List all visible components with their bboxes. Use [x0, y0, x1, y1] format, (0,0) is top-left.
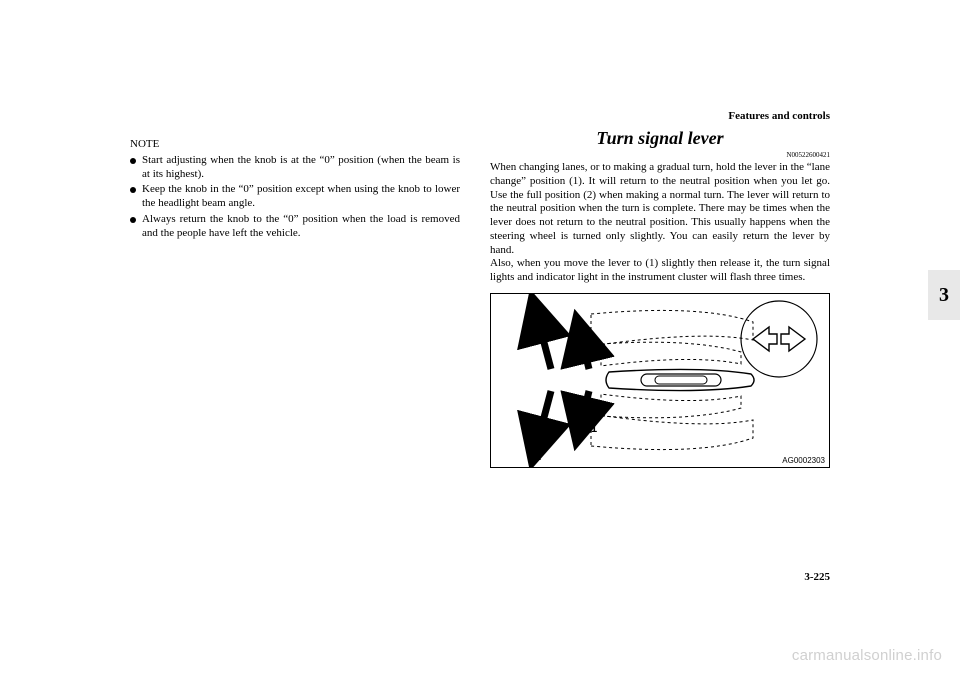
doc-id: N00522600421 [490, 151, 830, 159]
page-content: Features and controls NOTE Start adjusti… [130, 110, 830, 570]
diagram-svg: 2 2 1 1 [491, 294, 829, 467]
right-column: Turn signal lever N00522600421 When chan… [490, 128, 830, 468]
chapter-tab: 3 [928, 270, 960, 320]
label-inner-down: 1 [591, 423, 597, 435]
body-paragraph: Also, when you move the lever to (1) sli… [490, 257, 830, 285]
note-bullet: Always return the knob to the “0” positi… [130, 213, 460, 241]
note-bullet: Keep the knob in the “0” position except… [130, 183, 460, 211]
note-label: NOTE [130, 138, 460, 152]
watermark: carmanualsonline.info [792, 647, 942, 664]
running-header: Features and controls [728, 110, 830, 122]
left-column: NOTE Start adjusting when the knob is at… [130, 138, 460, 242]
section-title: Turn signal lever [490, 128, 830, 149]
page-number: 3-225 [804, 571, 830, 583]
chapter-number: 3 [939, 284, 949, 307]
label-outer-down: 2 [535, 451, 541, 463]
note-bullets: Start adjusting when the knob is at the … [130, 154, 460, 241]
body-paragraph: When changing lanes, or to making a grad… [490, 161, 830, 257]
label-outer-up: 2 [535, 301, 541, 313]
figure-id: AG0002303 [782, 456, 825, 465]
note-bullet: Start adjusting when the knob is at the … [130, 154, 460, 182]
label-inner-up: 1 [583, 323, 589, 335]
turn-signal-diagram: 2 2 1 1 AG0002303 [490, 293, 830, 468]
lever-body [606, 369, 754, 390]
